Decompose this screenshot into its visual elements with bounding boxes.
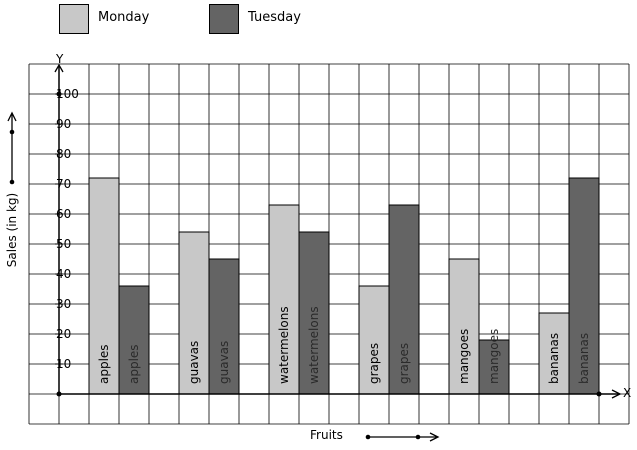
bar-tuesday-watermelons xyxy=(298,231,330,395)
y-tick-label-90: 90 xyxy=(56,117,71,131)
bar-label-monday-bananas: bananas xyxy=(547,333,561,384)
y-tick-label-80: 80 xyxy=(56,147,71,161)
bar-label-tuesday-watermelons: watermelons xyxy=(307,306,321,384)
bar-label-monday-guavas: guavas xyxy=(187,341,201,384)
bar-monday-grapes xyxy=(358,285,390,395)
y-tick-label-40: 40 xyxy=(56,267,71,281)
bar-label-monday-grapes: grapes xyxy=(367,343,381,384)
y-axis-title: Sales (in kg) xyxy=(5,192,19,268)
bar-label-monday-watermelons: watermelons xyxy=(277,306,291,384)
legend-label-tuesday: Tuesday xyxy=(248,10,301,25)
bar-label-tuesday-mangoes: mangoes xyxy=(487,329,501,384)
bar-tuesday-bananas xyxy=(568,177,600,395)
bar-label-monday-mangoes: mangoes xyxy=(457,329,471,384)
y-tick-label-20: 20 xyxy=(56,327,71,341)
bar-monday-watermelons xyxy=(268,204,300,395)
y-tick-label-10: 10 xyxy=(56,357,71,371)
y-ticks: 10 20 30 40 50 60 70 80 90 100 xyxy=(55,87,79,371)
bar-tuesday-grapes xyxy=(388,204,420,395)
y-tick-label-70: 70 xyxy=(56,177,71,191)
y-axis-letter: Y xyxy=(56,52,64,66)
axis-arrows xyxy=(7,111,440,442)
bar-label-tuesday-apples: apples xyxy=(127,344,141,384)
bar-tuesday-mangoes xyxy=(478,339,510,395)
bar-label-tuesday-bananas: bananas xyxy=(577,333,591,384)
x-axis-letter: X xyxy=(623,386,632,400)
y-tick-label-50: 50 xyxy=(56,237,71,251)
axes xyxy=(54,63,622,399)
y-axis-arrowhead xyxy=(54,63,64,73)
bar-tuesday-guavas xyxy=(208,258,240,395)
x-axis-dot xyxy=(596,391,602,397)
bars xyxy=(88,177,600,395)
y-tick-label-100: 100 xyxy=(56,87,79,101)
bar-label-monday-apples: apples xyxy=(97,344,111,384)
legend-swatch-tuesday xyxy=(209,4,239,34)
y-tick-label-30: 30 xyxy=(56,297,71,311)
y-tick-label-60: 60 xyxy=(56,207,71,221)
category-labels: apples apples guavas guavas watermelons water… xyxy=(97,306,591,384)
origin-dot xyxy=(56,391,62,397)
legend-label-monday: Monday xyxy=(98,10,150,25)
bar-label-tuesday-grapes: grapes xyxy=(397,343,411,384)
bar-tuesday-apples xyxy=(118,285,150,395)
legend-swatch-monday xyxy=(59,4,89,34)
x-axis-arrowhead xyxy=(611,389,622,399)
bar-label-tuesday-guavas: guavas xyxy=(217,341,231,384)
x-axis-title: Fruits xyxy=(310,428,343,442)
bar-monday-mangoes xyxy=(448,258,480,395)
